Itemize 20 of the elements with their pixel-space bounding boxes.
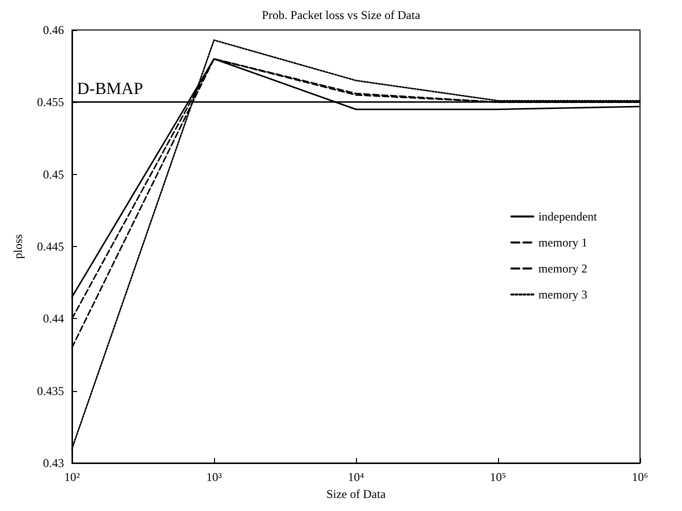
legend-label: memory 3 [538, 288, 588, 302]
x-tick-label: 10⁶ [632, 470, 648, 484]
y-axis-title: ploss [11, 234, 25, 259]
x-tick-label: 10⁴ [348, 470, 364, 484]
y-tick-label: 0.44 [43, 312, 64, 326]
legend-label: independent [538, 210, 598, 224]
legend-label: memory 2 [538, 262, 588, 276]
y-tick-label: 0.43 [43, 456, 64, 470]
ref-line-label: D-BMAP [77, 79, 144, 98]
y-tick-label: 0.46 [43, 23, 64, 37]
x-tick-label: 10³ [206, 470, 222, 484]
y-tick-label: 0.455 [37, 95, 64, 110]
y-tick-label: 0.435 [37, 384, 64, 398]
y-tick-label: 0.445 [37, 240, 64, 254]
x-tick-label: 10² [64, 470, 80, 484]
x-tick-label: 10⁵ [490, 470, 506, 484]
legend-label: memory 1 [538, 236, 588, 250]
x-axis-title: Size of Data [326, 486, 386, 501]
y-tick-label: 0.45 [43, 167, 64, 182]
chart-title: Prob. Packet loss vs Size of Data [262, 8, 421, 22]
